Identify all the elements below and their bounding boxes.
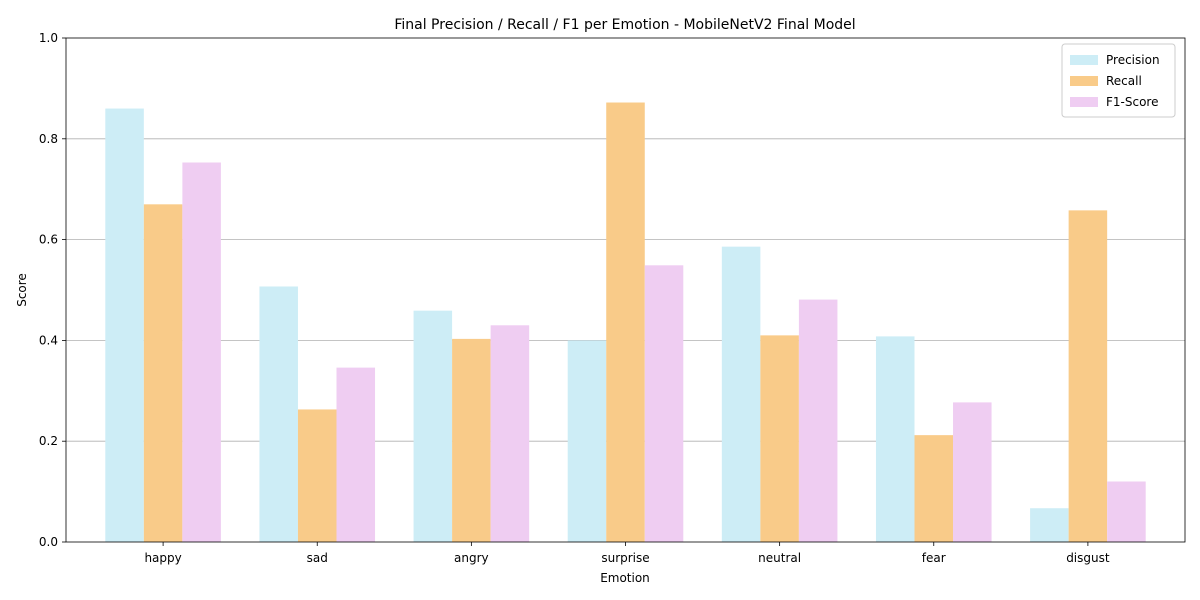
bar-recall-neutral [760,335,799,542]
chart-title: Final Precision / Recall / F1 per Emotio… [394,17,855,33]
bar-recall-angry [452,338,491,542]
legend-swatch-precision [1070,55,1098,65]
bar-precision-angry [413,310,453,542]
bar-f1-score-fear [953,402,992,542]
bar-f1-score-neutral [798,299,838,542]
bar-recall-fear [914,435,954,542]
x-tick-label-fear: fear [922,551,946,565]
bars [105,102,1146,543]
x-tick-label-happy: happy [144,551,181,565]
x-tick-label-angry: angry [454,551,489,565]
bar-f1-score-sad [336,367,376,542]
axes: 0.0 0.2 0.4 0.6 0.8 1.0 happy sad angry surprise n… [39,31,1186,565]
x-tick-label-sad: sad [307,551,328,565]
x-tick-label-neutral: neutral [758,551,801,565]
x-tick-label-surprise: surprise [601,551,649,565]
bar-recall-disgust [1068,210,1108,543]
bar-precision-neutral [721,246,761,542]
y-tick-label: 0.4 [39,333,58,347]
bar-f1-score-angry [490,325,530,542]
y-tick-label: 0.6 [39,233,58,247]
legend-swatch-f1-score [1070,97,1098,107]
legend: Precision Recall F1-Score [1061,43,1176,118]
y-tick-label: 0.2 [39,434,58,448]
bar-precision-disgust [1030,508,1069,542]
bar-f1-score-disgust [1107,481,1146,542]
x-axis-label: Emotion [600,571,650,585]
bar-recall-sad [297,409,337,542]
legend-label-recall: Recall [1106,74,1142,88]
bar-recall-happy [143,204,183,542]
bar-precision-sad [259,286,298,542]
x-tick-label-disgust: disgust [1066,551,1110,565]
bar-f1-score-happy [182,162,221,542]
y-tick-label: 0.0 [39,535,58,549]
legend-label-f1-score: F1-Score [1106,95,1158,109]
y-tick-label: 0.8 [39,132,58,146]
bar-f1-score-surprise [644,265,684,542]
bar-precision-happy [105,108,144,542]
bar-precision-surprise [567,340,607,542]
plot-frame [65,37,1186,543]
bar-recall-surprise [606,102,645,543]
y-axis-label: Score [15,273,29,307]
y-tick-label: 1.0 [39,31,58,45]
legend-swatch-recall [1070,76,1098,86]
legend-label-precision: Precision [1106,53,1160,67]
bar-precision-fear [875,336,915,542]
